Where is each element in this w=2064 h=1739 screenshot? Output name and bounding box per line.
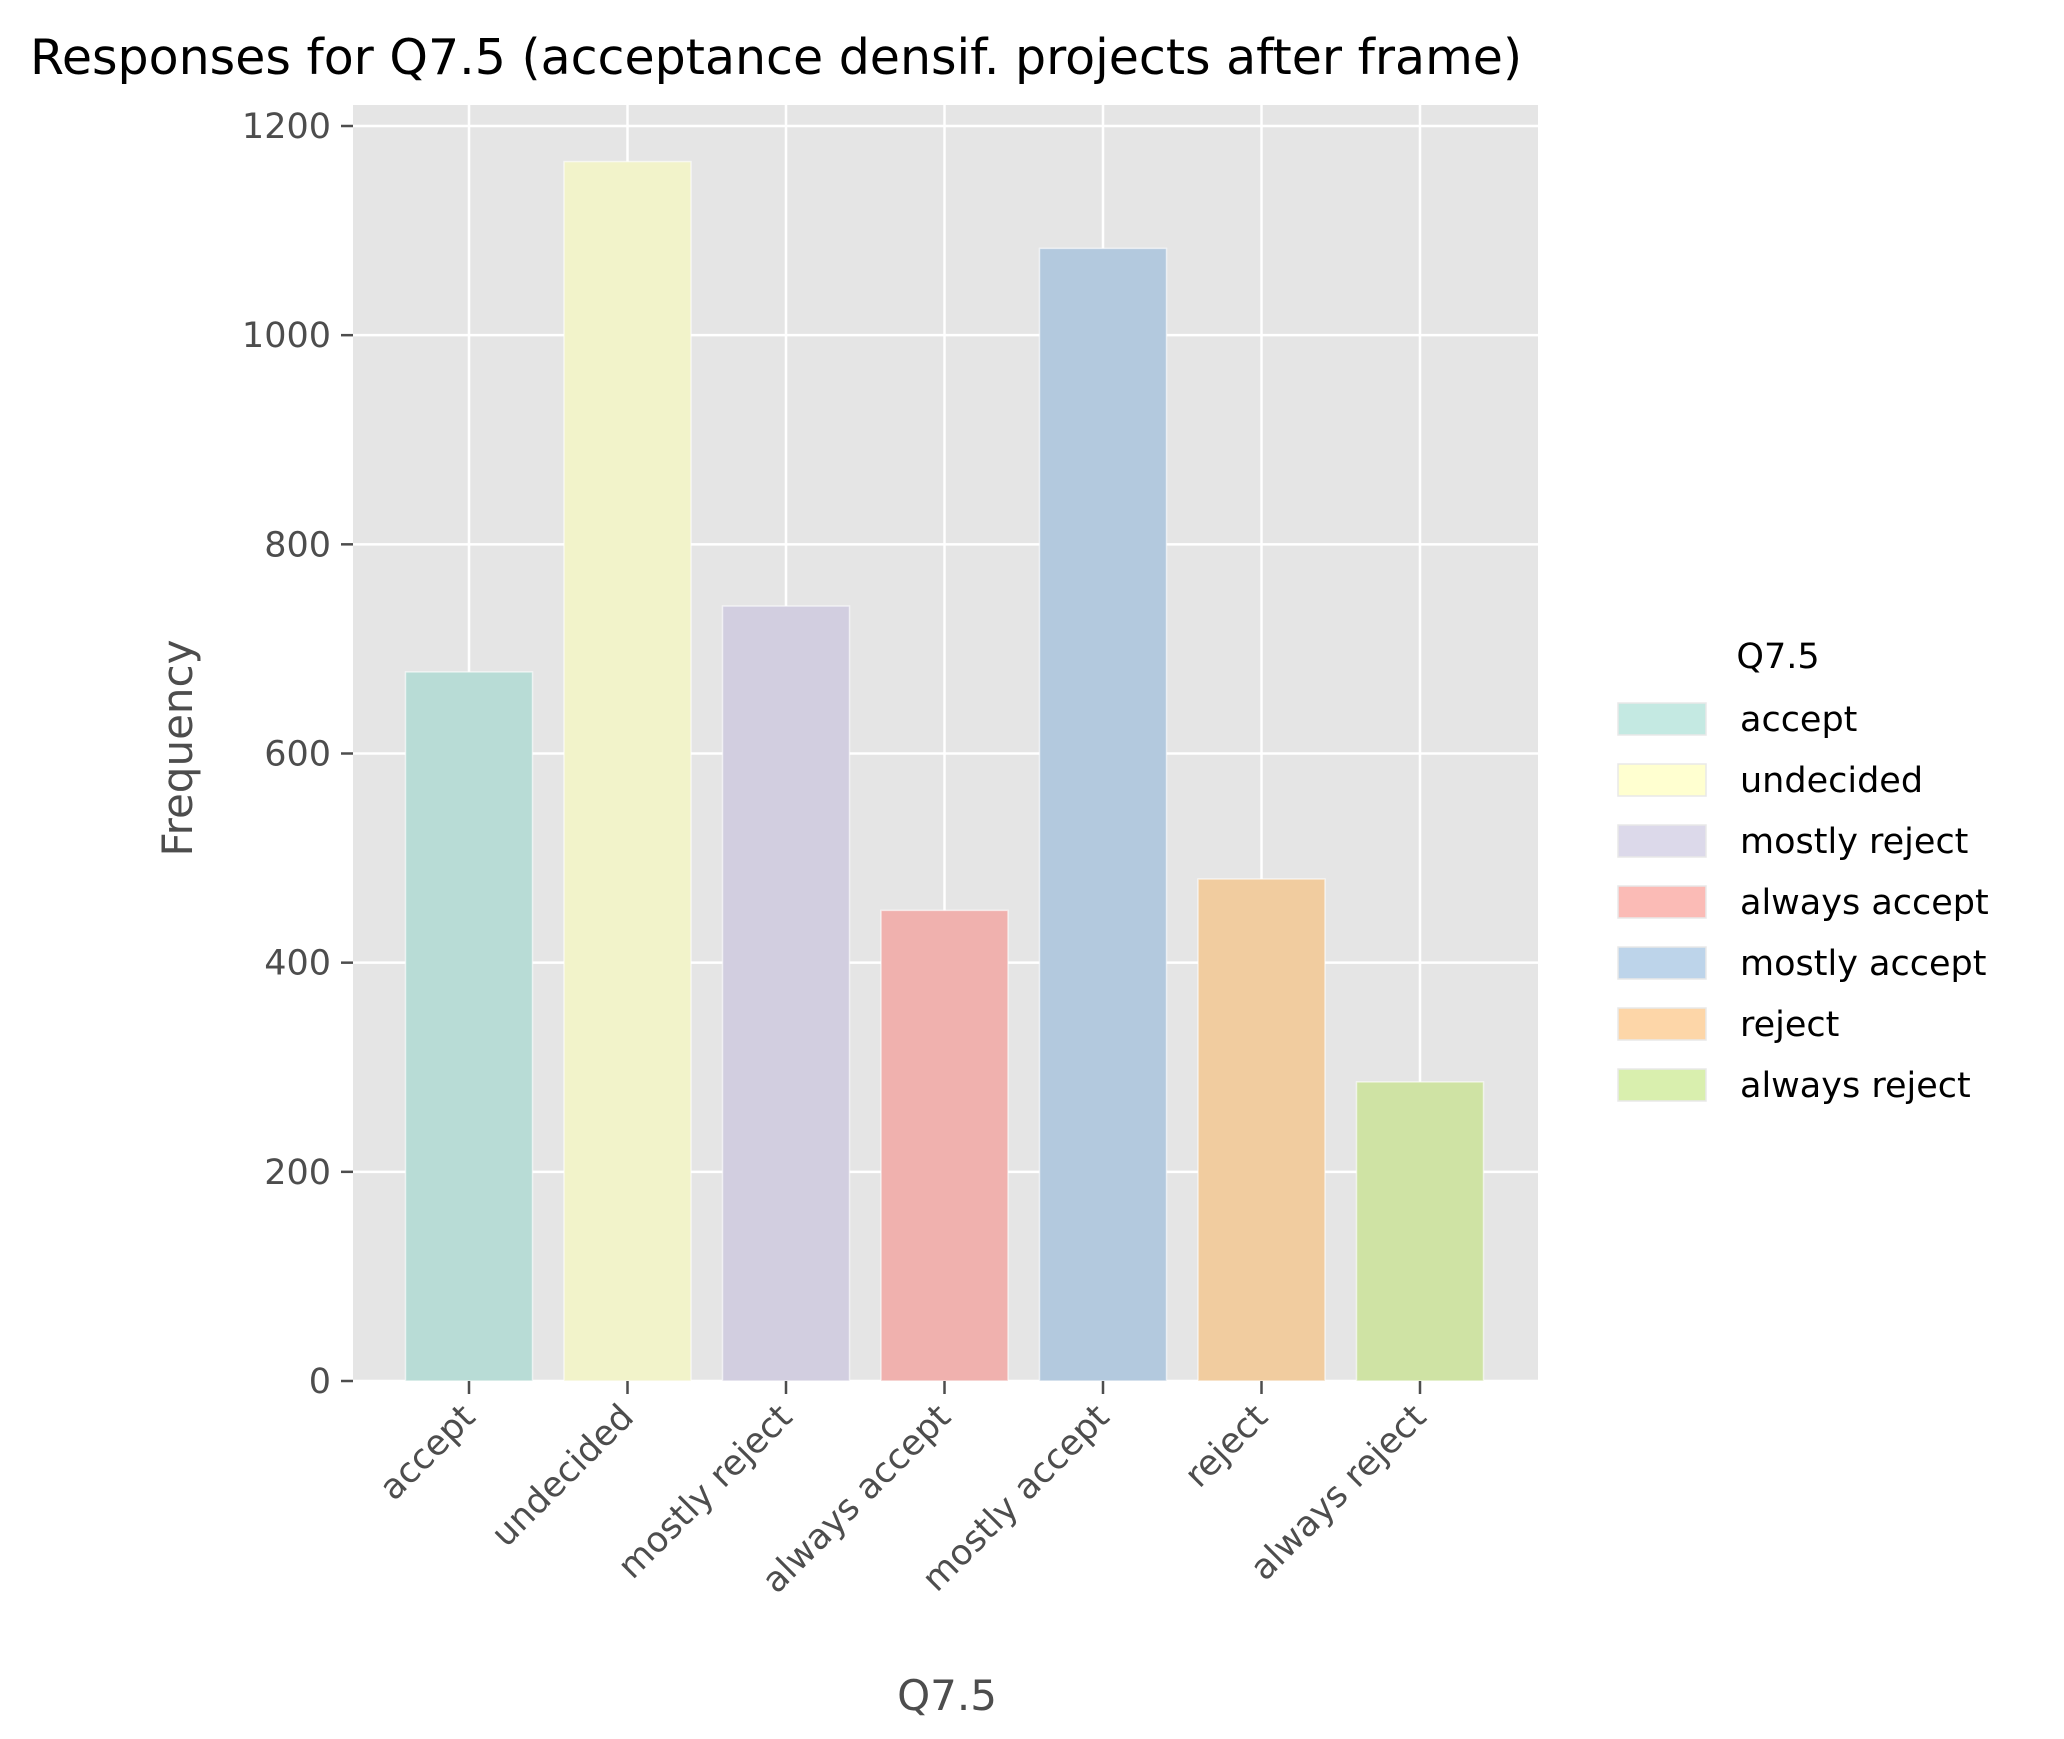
y-axis-label: Frequency <box>153 640 202 857</box>
x-tick-label: undecided <box>484 1397 642 1555</box>
legend-swatch <box>1617 763 1707 797</box>
legend-swatch <box>1617 1068 1707 1102</box>
bar-mostly-accept <box>1038 247 1168 1382</box>
legend-swatch <box>1617 824 1707 858</box>
bar-reject <box>1197 878 1326 1382</box>
chart-title: Responses for Q7.5 (acceptance densif. p… <box>30 29 1522 86</box>
bar-always-accept <box>880 909 1009 1382</box>
legend-swatch <box>1617 1007 1707 1041</box>
legend-label: reject <box>1740 1005 1839 1045</box>
legend-label: accept <box>1740 700 1857 740</box>
y-axis: 0 200 400 600 800 1000 1200 <box>242 107 353 1402</box>
legend-label: mostly accept <box>1740 944 1986 984</box>
legend-label: mostly reject <box>1740 822 1968 862</box>
legend-title: Q7.5 <box>1736 637 1819 677</box>
y-tick-label: 0 <box>309 1362 331 1402</box>
bars <box>404 160 1485 1382</box>
bar-undecided <box>563 160 692 1382</box>
bar-mostly-reject <box>721 605 851 1382</box>
legend-swatch <box>1617 885 1707 919</box>
bar-accept <box>404 671 534 1382</box>
y-tick-label: 200 <box>264 1153 331 1193</box>
legend-label: undecided <box>1740 761 1923 801</box>
x-tick-label: reject <box>1177 1397 1276 1496</box>
y-tick-label: 1000 <box>242 316 331 356</box>
legend-swatch <box>1617 702 1707 736</box>
bar-always-reject <box>1355 1081 1485 1382</box>
x-axis-label: Q7.5 <box>897 1671 997 1720</box>
y-tick-label: 600 <box>264 735 331 775</box>
legend-swatch <box>1617 946 1707 980</box>
legend-label: always reject <box>1740 1066 1971 1106</box>
legend-label: always accept <box>1740 883 1989 923</box>
y-tick-label: 400 <box>264 944 331 984</box>
y-tick-label: 1200 <box>242 107 331 147</box>
legend: Q7.5 accept undecided mostly reject always … <box>1617 637 1989 1106</box>
y-tick-label: 800 <box>264 525 331 565</box>
x-tick-label: accept <box>372 1397 483 1508</box>
